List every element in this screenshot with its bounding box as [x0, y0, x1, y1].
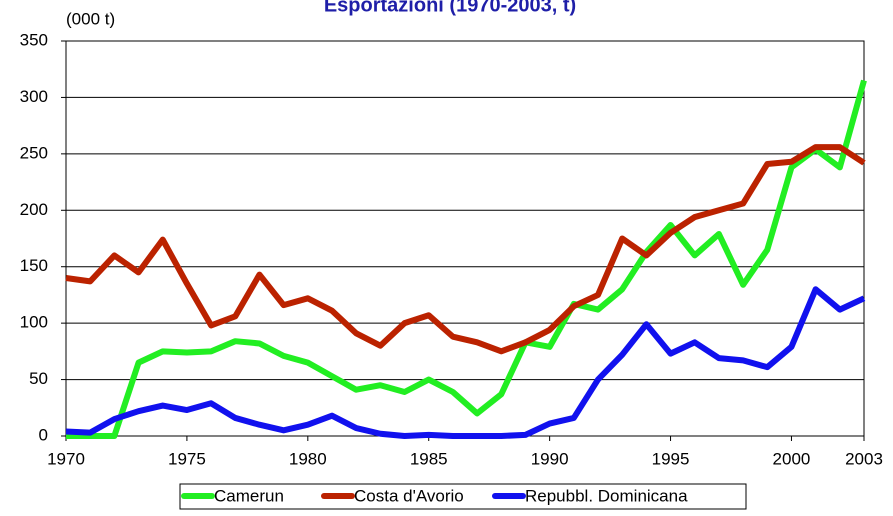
x-tick-label: 1980 — [289, 449, 327, 468]
series-line — [65, 286, 866, 439]
y-axis-label: (000 t) — [66, 9, 115, 28]
y-tick-label: 300 — [20, 87, 48, 106]
y-tick-label: 150 — [20, 256, 48, 275]
y-tick-label: 350 — [20, 30, 48, 49]
series-line — [65, 144, 866, 355]
plot-area — [65, 40, 865, 437]
legend-label: Costa d'Avorio — [354, 486, 464, 505]
y-tick-label: 250 — [20, 143, 48, 162]
series-line — [66, 79, 867, 439]
x-tick-label: 1975 — [168, 449, 206, 468]
y-tick-label: 200 — [20, 200, 48, 219]
x-tick-label: 1995 — [652, 449, 690, 468]
legend-label: Camerun — [214, 486, 284, 505]
legend-label: Repubbl. Dominicana — [525, 486, 688, 505]
y-tick-label: 100 — [20, 313, 48, 332]
y-tick-label: 0 — [39, 425, 48, 444]
x-tick-label: 1985 — [410, 449, 448, 468]
chart-title: Esportazioni (1970-2003, t) — [324, 0, 576, 16]
x-tick-label: 2003 — [845, 449, 883, 468]
x-tick-label: 1970 — [47, 449, 85, 468]
legend — [179, 483, 747, 510]
x-tick-label: 1990 — [531, 449, 569, 468]
x-tick-label: 2000 — [773, 449, 811, 468]
y-tick-label: 50 — [29, 369, 48, 388]
